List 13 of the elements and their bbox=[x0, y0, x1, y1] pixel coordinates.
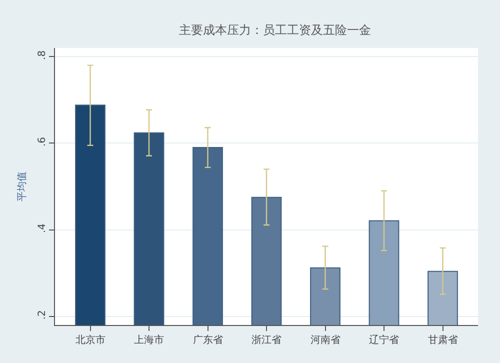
chart-title: 主要成本压力：员工工资及五险一金 bbox=[179, 22, 371, 37]
y-tick-label: .4 bbox=[37, 224, 48, 234]
y-axis-title: 平均值 bbox=[16, 172, 28, 202]
x-tick-label: 广东省 bbox=[192, 334, 223, 346]
y-tick-label: .2 bbox=[37, 310, 48, 320]
x-tick-label: 辽宁省 bbox=[369, 334, 399, 346]
x-tick-label: 河南省 bbox=[310, 334, 340, 346]
y-tick-label: .6 bbox=[37, 136, 48, 146]
x-tick-label: 甘肃省 bbox=[428, 334, 458, 346]
x-tick-label: 上海市 bbox=[134, 334, 164, 346]
x-tick-label: 浙江省 bbox=[252, 334, 282, 346]
y-tick-label: .8 bbox=[37, 50, 48, 60]
x-tick-label: 北京市 bbox=[75, 334, 106, 346]
